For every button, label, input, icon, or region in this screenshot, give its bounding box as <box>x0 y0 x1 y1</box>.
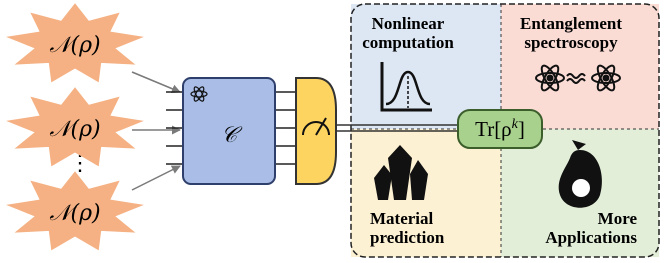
trace-close: ] <box>518 117 525 141</box>
app-label: Nonlinear <box>372 14 445 33</box>
app-label: Entanglement <box>520 14 622 33</box>
trace-base: Tr[ρ <box>475 117 512 141</box>
app-label: More <box>598 209 638 228</box>
app-label: prediction <box>370 228 445 247</box>
input-label: 𝒩(ρ) <box>49 117 100 142</box>
input-arrows <box>132 72 180 190</box>
input-label: 𝒩(ρ) <box>49 201 100 226</box>
app-label: Material <box>370 209 434 228</box>
trace-label: Tr[ρk] <box>475 117 525 141</box>
input-label: 𝒩(ρ) <box>49 33 100 58</box>
diagram: 𝒞 Tr[ρk] ⋮ 𝒩(ρ)𝒩(ρ)𝒩(ρ)Nonlinearcomputat… <box>0 0 665 263</box>
app-label: spectroscopy <box>524 33 618 52</box>
measurement <box>296 78 336 184</box>
app-label: Applications <box>545 228 637 247</box>
app-label: computation <box>362 33 454 52</box>
